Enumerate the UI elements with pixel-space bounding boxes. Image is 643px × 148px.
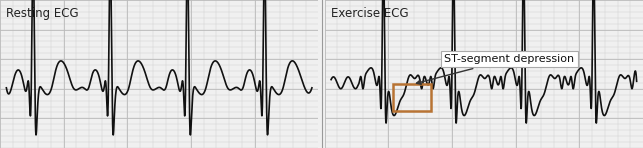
Text: Resting ECG: Resting ECG	[6, 7, 79, 20]
Text: ST-segment depression: ST-segment depression	[417, 54, 574, 84]
Text: Exercise ECG: Exercise ECG	[331, 7, 409, 20]
